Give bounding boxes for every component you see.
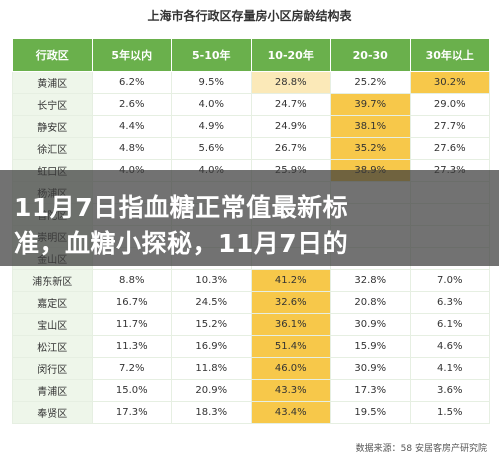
table-row: 静安区 4.4% 4.9% 24.9% 38.1% 27.7% — [12, 115, 490, 138]
value-cell: 10.3% — [171, 269, 252, 292]
overlay-banner: 11月7日指血糖正常值最新标 准，血糖小探秘，11月7日的 — [0, 170, 499, 266]
column-header: 行政区 — [12, 38, 93, 72]
value-cell: 11.8% — [171, 357, 252, 380]
district-cell: 静安区 — [12, 115, 93, 138]
value-cell: 5.6% — [171, 137, 252, 160]
district-cell: 宝山区 — [12, 313, 93, 336]
value-cell: 41.2% — [250, 269, 331, 292]
value-cell: 30.9% — [330, 357, 411, 380]
table-row: 闵行区 7.2% 11.8% 46.0% 30.9% 4.1% — [12, 357, 490, 380]
value-cell: 4.9% — [171, 115, 252, 138]
value-cell: 6.2% — [91, 71, 172, 94]
district-cell: 闵行区 — [12, 357, 93, 380]
district-cell: 嘉定区 — [12, 291, 93, 314]
table-row: 长宁区 2.6% 4.0% 24.7% 39.7% 29.0% — [12, 93, 490, 116]
value-cell: 32.8% — [330, 269, 411, 292]
value-cell: 24.9% — [250, 115, 331, 138]
value-cell: 7.0% — [409, 269, 490, 292]
district-cell: 长宁区 — [12, 93, 93, 116]
table-row: 浦东新区 8.8% 10.3% 41.2% 32.8% 7.0% — [12, 269, 490, 292]
value-cell: 43.4% — [250, 401, 331, 424]
value-cell: 4.8% — [91, 137, 172, 160]
value-cell: 8.8% — [91, 269, 172, 292]
value-cell: 28.8% — [250, 71, 331, 94]
value-cell: 30.2% — [409, 71, 490, 94]
value-cell: 24.5% — [171, 291, 252, 314]
value-cell: 7.2% — [91, 357, 172, 380]
district-cell: 青浦区 — [12, 379, 93, 402]
table-row: 嘉定区 16.7% 24.5% 32.6% 20.8% 6.3% — [12, 291, 490, 314]
value-cell: 36.1% — [250, 313, 331, 336]
value-cell: 30.9% — [330, 313, 411, 336]
header-row: 行政区 5年以内 5-10年 10-20年 20-30 30年以上 — [12, 38, 490, 72]
value-cell: 17.3% — [91, 401, 172, 424]
value-cell: 20.8% — [330, 291, 411, 314]
column-header: 20-30 — [330, 38, 411, 72]
column-header: 5-10年 — [171, 38, 252, 72]
table-row: 宝山区 11.7% 15.2% 36.1% 30.9% 6.1% — [12, 313, 490, 336]
value-cell: 27.6% — [409, 137, 490, 160]
value-cell: 15.9% — [330, 335, 411, 358]
district-cell: 松江区 — [12, 335, 93, 358]
value-cell: 16.9% — [171, 335, 252, 358]
value-cell: 9.5% — [171, 71, 252, 94]
value-cell: 39.7% — [330, 93, 411, 116]
value-cell: 15.0% — [91, 379, 172, 402]
value-cell: 4.6% — [409, 335, 490, 358]
value-cell: 18.3% — [171, 401, 252, 424]
value-cell: 1.5% — [409, 401, 490, 424]
value-cell: 35.2% — [330, 137, 411, 160]
column-header: 30年以上 — [409, 38, 490, 72]
value-cell: 25.2% — [330, 71, 411, 94]
column-header: 10-20年 — [250, 38, 331, 72]
district-cell: 黄浦区 — [12, 71, 93, 94]
table-row: 奉贤区 17.3% 18.3% 43.4% 19.5% 1.5% — [12, 401, 490, 424]
value-cell: 11.3% — [91, 335, 172, 358]
value-cell: 43.3% — [250, 379, 331, 402]
table-title: 上海市各行政区存量房小区房龄结构表 — [147, 9, 352, 23]
table-row: 黄浦区 6.2% 9.5% 28.8% 25.2% 30.2% — [12, 71, 490, 94]
column-header: 5年以内 — [91, 38, 172, 72]
table-row: 青浦区 15.0% 20.9% 43.3% 17.3% 3.6% — [12, 379, 490, 402]
value-cell: 20.9% — [171, 379, 252, 402]
value-cell: 2.6% — [91, 93, 172, 116]
value-cell: 4.0% — [171, 93, 252, 116]
value-cell: 19.5% — [330, 401, 411, 424]
value-cell: 27.7% — [409, 115, 490, 138]
value-cell: 32.6% — [250, 291, 331, 314]
source-note: 数据来源：58 安居客房产研究院 — [355, 444, 487, 454]
value-cell: 38.1% — [330, 115, 411, 138]
value-cell: 6.1% — [409, 313, 490, 336]
value-cell: 26.7% — [250, 137, 331, 160]
value-cell: 4.1% — [409, 357, 490, 380]
value-cell: 51.4% — [250, 335, 331, 358]
value-cell: 46.0% — [250, 357, 331, 380]
value-cell: 16.7% — [91, 291, 172, 314]
district-cell: 奉贤区 — [12, 401, 93, 424]
value-cell: 4.4% — [91, 115, 172, 138]
value-cell: 17.3% — [330, 379, 411, 402]
table-row: 徐汇区 4.8% 5.6% 26.7% 35.2% 27.6% — [12, 137, 490, 160]
value-cell: 15.2% — [171, 313, 252, 336]
district-cell: 徐汇区 — [12, 137, 93, 160]
value-cell: 24.7% — [250, 93, 331, 116]
banner-line: 11月7日指血糖正常值最新标 — [14, 193, 349, 222]
value-cell: 11.7% — [91, 313, 172, 336]
value-cell: 3.6% — [409, 379, 490, 402]
table-row: 松江区 11.3% 16.9% 51.4% 15.9% 4.6% — [12, 335, 490, 358]
district-cell: 浦东新区 — [12, 269, 93, 292]
value-cell: 29.0% — [409, 93, 490, 116]
banner-line: 准，血糖小探秘，11月7日的 — [14, 229, 349, 258]
value-cell: 6.3% — [409, 291, 490, 314]
